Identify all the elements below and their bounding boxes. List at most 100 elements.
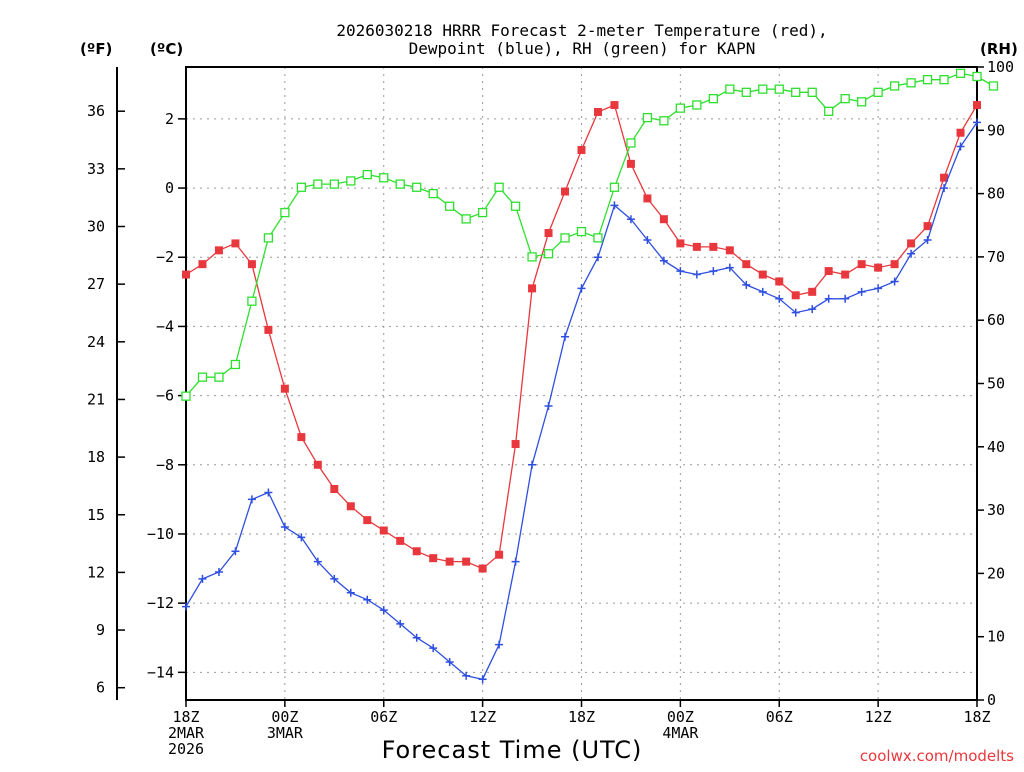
rh-tick-label: 50 [987,375,1005,393]
temperature-point [214,246,223,255]
dewpoint-point [758,287,767,296]
rh-point [461,214,471,224]
celsius-tick-label: −4 [156,317,174,335]
temperature-point [182,270,190,279]
rh-point [889,81,900,91]
rh-point [807,87,817,97]
dewpoint-point [610,201,619,210]
dewpoint-point [593,253,602,262]
temperature-point [841,270,850,279]
x-tick-label: 00Z [667,708,694,726]
dewpoint-point [659,256,668,265]
fahrenheit-unit-label: (ºF) [80,40,112,58]
temperature-point [808,287,817,296]
x-tick-label: 06Z [766,708,793,726]
dewpoint-point [890,277,899,286]
fahrenheit-tick-label: 36 [87,102,105,120]
celsius-tick-label: −10 [147,525,174,543]
temperature-point [280,384,289,393]
rh-point [576,226,587,237]
rh-point [379,173,389,183]
dewpoint-point [841,294,850,303]
rh-point [362,169,372,180]
x-tick-label: 18Z [963,708,990,726]
fahrenheit-tick-label: 12 [87,563,105,581]
dewpoint-point [330,574,339,583]
temperature-point [363,516,372,525]
dewpoint-point [412,633,421,642]
temperature-point [923,222,932,231]
temperature-point [692,242,701,251]
fahrenheit-tick-label: 21 [87,390,105,408]
rh-tick-label: 0 [987,691,996,709]
temperature-point [330,485,339,493]
temperature-point [857,260,866,269]
series-temperature [182,101,981,573]
temperature-point [593,107,602,116]
rh-tick-label: 30 [987,501,1005,519]
temperature-point [610,101,619,110]
dewpoint-point [692,270,701,279]
celsius-tick-label: 0 [165,179,174,197]
rh-point [955,68,966,78]
dewpoint-point [857,287,866,296]
x-axis-title: Forecast Time (UTC) [382,736,643,764]
rh-point [313,179,323,189]
rh-point [593,233,603,243]
rh-point [494,182,504,192]
temperature-point [742,260,751,269]
dewpoint-point [297,533,306,542]
temperature-point [528,284,537,293]
temperature-point [495,550,504,559]
dewpoint-point [824,294,833,303]
dewpoint-point [462,671,471,680]
rh-tick-label: 90 [987,121,1005,139]
rh-point [675,103,686,113]
rh-point [659,116,669,126]
dewpoint-point [379,606,388,615]
dewpoint-line [185,121,978,680]
temperature-point [956,128,965,137]
rh-point [774,84,784,94]
rh-point [543,249,554,259]
dewpoint-point [561,332,570,341]
data-series [181,68,999,684]
rh-point [263,233,274,243]
dewpoint-point [313,557,322,566]
temperature-point [643,194,652,203]
temperature-point [429,554,438,563]
rh-point [230,359,241,370]
rh-point [939,75,949,85]
dewpoint-point [528,460,537,469]
temperature-point [626,159,635,168]
dewpoint-point [626,215,635,224]
dewpoint-point [346,588,355,597]
temperature-point [940,173,949,182]
celsius-tick-label: −12 [147,594,174,612]
dewpoint-point [577,284,586,293]
temperature-point [445,557,454,566]
rh-point [560,233,570,243]
dewpoint-point [940,184,949,193]
rh-point [791,87,801,97]
rh-point [873,87,883,97]
temperature-point [791,291,800,300]
temperature-point [544,229,553,238]
rh-point [428,188,438,199]
temperature-line [185,104,978,570]
temperature-point [775,277,784,286]
celsius-tick-label: −14 [147,663,174,681]
celsius-tick-label: −6 [156,387,174,405]
dewpoint-point [495,640,504,649]
temperature-point [396,536,405,545]
dewpoint-point [643,235,652,244]
fahrenheit-tick-label: 30 [87,217,105,235]
rh-point [510,201,521,211]
temperature-point [198,260,207,269]
rh-tick-label: 70 [987,248,1005,266]
dewpoint-point [231,547,240,556]
fahrenheit-tick-label: 9 [96,621,105,639]
dewpoint-point [808,305,817,314]
temperature-point [874,263,883,272]
temperature-point [313,460,322,469]
